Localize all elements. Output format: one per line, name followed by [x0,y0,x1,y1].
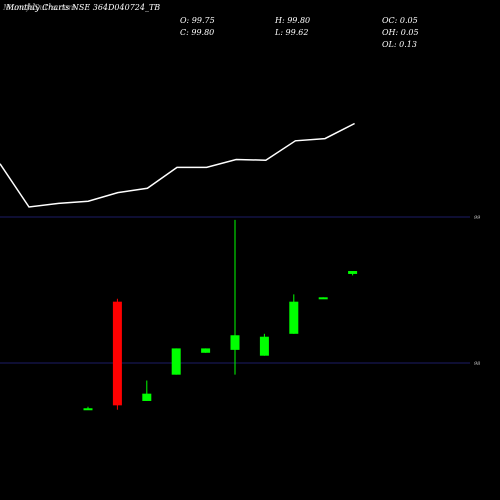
ohlc-oc: OC: 0.05 [382,16,418,25]
candle-body-7 [259,336,269,356]
line-series [0,122,355,208]
y-tick-label-98: 98 [474,361,480,367]
header-title: Monthly Charts NSE 364D040724_TB [6,3,161,12]
ohlc-close: C: 99.80 [180,28,215,37]
ohlc-oh: OH: 0.05 [382,28,419,37]
candle-body-10 [348,271,358,274]
ohlc-open: O: 99.75 [180,16,215,25]
header-watermark-text: MunafaSutra.com [3,3,76,12]
y-tick-label-99: 99 [474,215,481,221]
candle-body-4 [171,348,181,375]
candle-body-8 [289,301,299,334]
candle-body-2 [112,301,122,406]
candle-body-9 [318,297,328,300]
ohlc-ol: OL: 0.13 [382,40,417,49]
candles [83,219,358,411]
ohlc-low: L: 99.62 [275,28,309,37]
candle-body-5 [201,348,211,353]
candle-body-6 [230,335,240,350]
candle-body-3 [142,393,152,401]
ohlc-high: H: 99.80 [275,16,311,25]
line-series-path [0,122,355,208]
candle-body-1 [83,408,93,411]
